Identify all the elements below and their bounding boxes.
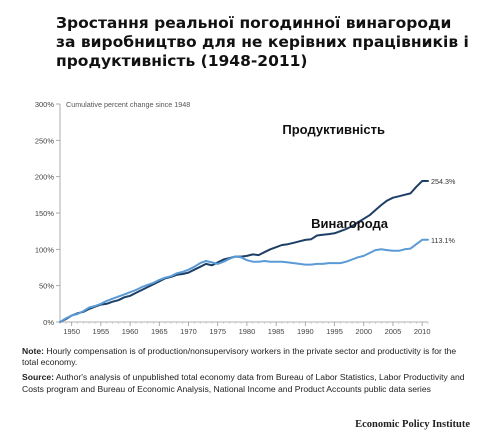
publisher-logo-text: Economic Policy Institute — [355, 419, 470, 430]
x-tick-label: 1985 — [268, 327, 285, 336]
x-tick-label: 2005 — [385, 327, 402, 336]
note-label: Note: — [22, 346, 44, 356]
source-text: Author's analysis of unpublished total e… — [22, 372, 465, 394]
series-end-value-0: 254.3% — [431, 177, 456, 186]
note-text: Hourly compensation is of production/non… — [22, 346, 457, 368]
x-tick-label: 2010 — [414, 327, 431, 336]
x-tick-label: 1955 — [93, 327, 110, 336]
y-tick-label: 300% — [35, 100, 55, 109]
y-tick-label: 200% — [35, 173, 55, 182]
x-tick-label: 1990 — [297, 327, 314, 336]
source-label: Source: — [22, 372, 54, 383]
x-tick-label: 2000 — [355, 327, 372, 336]
chart-subtitle: Cumulative percent change since 1948 — [66, 100, 190, 109]
series-labels: 254.3% Продуктивність 113.1% Винагорода — [282, 122, 456, 245]
y-tick-label: 100% — [35, 245, 55, 254]
notes-block: Note: Hourly compensation is of producti… — [22, 346, 472, 399]
series-name-compensation: Винагорода — [311, 216, 389, 231]
x-tick-label: 1960 — [122, 327, 139, 336]
x-tick-label: 1950 — [63, 327, 80, 336]
x-tick-label: 1975 — [209, 327, 226, 336]
y-tick-label: 0% — [43, 318, 54, 327]
series-line-0 — [59, 180, 429, 323]
y-tick-label: 50% — [39, 282, 54, 291]
x-tick-label: 1965 — [151, 327, 168, 336]
series-end-value-1: 113.1% — [431, 236, 455, 245]
chart-title: Зростання реальної погодинної винагороди… — [56, 14, 469, 70]
y-tick-label: 250% — [35, 136, 55, 145]
series-lines — [59, 180, 429, 323]
series-name-productivity: Продуктивність — [282, 122, 385, 137]
x-tick-label: 1970 — [180, 327, 197, 336]
source-paragraph: Source: Author's analysis of unpublished… — [22, 372, 472, 394]
y-tick-label: 150% — [35, 209, 55, 218]
axes: 0% 50% 100% 150% 200% 250% 300% 1950 1955 1960 196… — [35, 100, 431, 336]
series-line-1 — [59, 238, 429, 323]
note-paragraph: Note: Hourly compensation is of producti… — [22, 346, 472, 368]
x-tick-label: 1995 — [326, 327, 343, 336]
x-tick-label: 1980 — [239, 327, 256, 336]
line-chart: 0% 50% 100% 150% 200% 250% 300% 1950 1955 1960 196… — [35, 100, 456, 336]
